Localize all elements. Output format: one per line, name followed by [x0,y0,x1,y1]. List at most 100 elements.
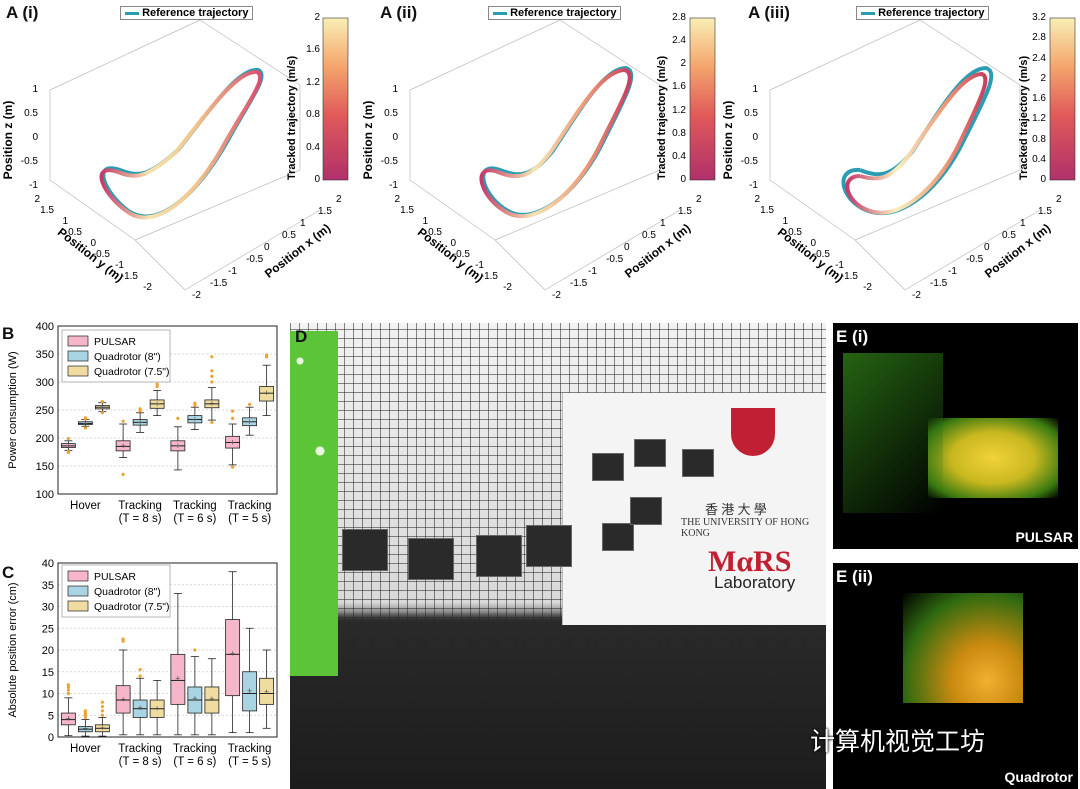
colorbar-tick-label: 0 [1040,174,1046,185]
box-1: + [77,416,93,430]
legend: PULSAR Quadrotor (8") Quadrotor (7.5") [61,564,171,618]
legend-label: Quadrotor (8") [94,586,161,598]
mean-marker: + [100,402,105,412]
lab-banner: 香 港 大 學 THE UNIVERSITY OF HONG KONG [562,393,826,625]
legend-label: Quadrotor (7.5") [94,601,170,613]
axis-line [409,19,561,91]
power-consumption-boxplot: 100 150 200 250 300 350 400 Power consumption (… [7,321,278,525]
z-axis-title: Position z (m) [721,101,735,180]
y-tick-label: -1 [475,260,484,271]
drone-icon [526,525,572,567]
legend: PULSAR Quadrotor (8") Quadrotor (7.5") [61,329,171,383]
y-tick-label: 0.5 [428,227,442,238]
outlier-point [83,426,87,430]
axis-line [49,179,136,241]
box-1: + [187,648,203,736]
axis-line [769,179,856,241]
y-tick-label: 0 [90,238,96,249]
axis-line [919,19,1021,86]
legend-label: Quadrotor (8") [94,351,161,363]
panel-label-c: C [2,563,15,582]
x-tick-label: (T = 6 s) [173,513,216,525]
trajectory-plot-3d: 10.50-0.5-121.510.50-0.5-1-1.5-2-2-1.5-1… [721,17,1076,301]
x-tick-label: 1.5 [318,206,332,217]
y-tick-label: 10 [42,689,54,701]
x-tick-label: -2 [552,290,561,301]
x-tick-label: Tracking [118,743,162,755]
x-tick-label: Tracking [173,500,217,512]
outlier-point [138,407,142,411]
drone-icon [342,529,388,571]
point-cloud [928,418,1058,498]
box [115,440,131,452]
y-tick-label: -1 [835,260,844,271]
mean-marker: + [209,398,214,408]
drone-icon [408,538,454,580]
plot-frame [57,325,278,495]
panel-label-e-i: E (i) [836,327,869,346]
outlier-point [193,403,197,408]
mean-marker: + [154,399,159,409]
box-2: + [149,382,165,416]
laboratory-label: Laboratory [714,573,796,592]
y-tick-label: 25 [42,623,54,635]
y-tick-label: 1.5 [760,205,774,216]
mean-marker: + [230,648,235,658]
x-tick-label: -1.5 [210,278,228,289]
z-tick-label: 1 [752,84,758,95]
legend-label: PULSAR [94,571,136,583]
x-tick-label: 0 [624,242,630,253]
colorbar-tick-label: 2 [1040,72,1046,84]
legend: Reference trajectory [120,6,254,20]
x-tick-label: 1.5 [1038,206,1052,217]
x-tick-label: (T = 5 s) [228,513,271,525]
colorbar-tick-label: 1.2 [1032,113,1046,125]
outlier-point [100,704,104,709]
colorbar-tick-label: 0 [314,174,320,185]
mean-marker: + [120,695,125,705]
axis-line [184,209,321,291]
outlier-point [210,355,214,359]
y-tick-label: 40 [42,558,54,570]
y-tick-label: 1.5 [400,205,414,216]
legend-swatch [67,335,89,347]
axis-line [854,239,906,291]
box [170,653,186,705]
position-error-boxplot: 0 5 10 15 20 25 30 35 40 Absolute position error … [7,558,278,768]
mean-marker: + [120,441,125,451]
y-axis-title: Absolute position error (cm) [7,582,19,717]
legend-label: PULSAR [94,336,136,348]
outlier-point [231,409,235,413]
x-tick-label: (T = 8 s) [119,513,162,525]
drone-icon [630,497,662,525]
y-tick-label: -1 [115,260,124,271]
mean-marker: + [264,687,269,697]
legend-swatch [67,600,89,612]
outlier-point [155,384,159,389]
x-tick-label: 2 [1056,194,1062,205]
y-tick-label: 15 [42,667,54,679]
colorbar-title: Tracked trajectory (m/s) [286,55,298,180]
legend-swatch [861,11,875,15]
y-tick-label: 2 [34,194,40,205]
x-tick-label: Tracking [173,743,217,755]
box-0: + [115,637,131,736]
mean-marker: + [175,441,180,451]
y-tick-label: 2 [754,194,760,205]
outlier-point [176,416,180,420]
y-tick-label: -0.5 [813,249,831,260]
legend-swatch [493,11,507,15]
box-0: + [170,416,186,471]
green-wall [290,331,338,676]
colorbar-tick-label: 1.2 [672,104,686,116]
outlier-point [121,472,125,476]
panel-a-i: A (i) 1 0.5 0 -0.5 -1 2 1.5 1 0.5 0 -0.5 -1 -1.5 -2 -2… [0,0,360,310]
axis-line [769,19,921,91]
legend-label: Reference trajectory [510,7,617,19]
mean-marker: + [264,388,269,398]
colorbar [689,17,716,181]
box-2: + [204,658,220,736]
panel-d-photo: 香 港 大 學 THE UNIVERSITY OF HONG KONG MαRS… [290,323,826,789]
z-tick-label: 1 [32,84,38,95]
axis-line [134,169,301,241]
